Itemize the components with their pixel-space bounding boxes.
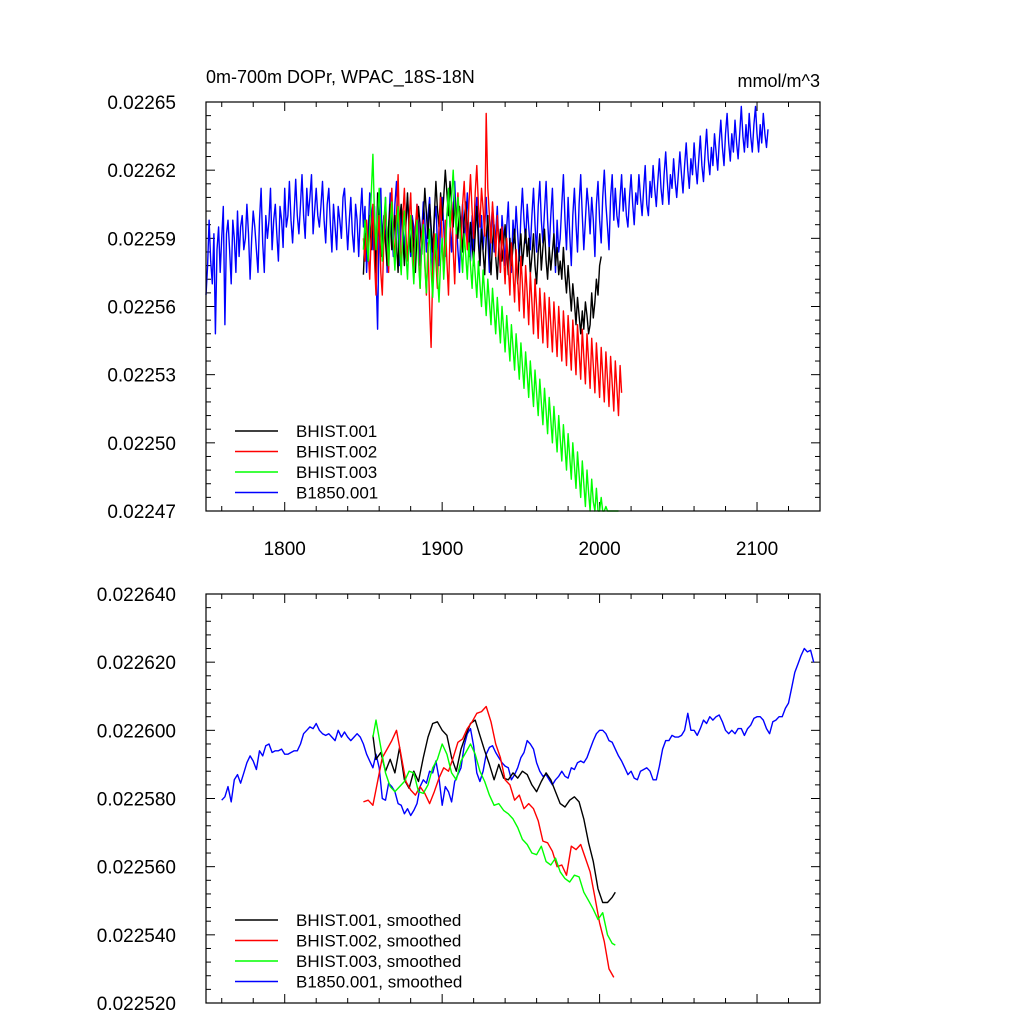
y-tick-label: 0.02262 xyxy=(107,161,176,182)
series-line-bhist-001-smoothed xyxy=(372,719,616,904)
series-line-bhist-003 xyxy=(362,153,619,512)
legend-label-bhist-001: BHIST.001 xyxy=(296,422,377,441)
legend-label-bhist-003-smoothed: BHIST.003, smoothed xyxy=(296,952,461,971)
series-line-bhist-003-smoothed xyxy=(372,719,616,946)
bottom-plot-area xyxy=(221,647,815,978)
top-panel: 0m-700m DOPr, WPAC_18S-18N mmol/m^3 1800… xyxy=(107,67,821,560)
legend-label-bhist-003: BHIST.003 xyxy=(296,463,377,482)
y-tick-label: 0.022520 xyxy=(97,994,176,1015)
y-tick-label: 0.022560 xyxy=(97,858,176,879)
bottom-tick-labels: 0.022640 0.022620 0.022600 0.022580 0.022560… xyxy=(97,585,176,1015)
y-tick-label: 0.02265 xyxy=(107,93,176,114)
bottom-plot-frame xyxy=(205,593,821,1004)
top-tick-labels: 1800 1900 2000 2100 0.02265 0.02262 0.02259 0.0… xyxy=(107,93,778,560)
legend-label-bhist-002: BHIST.002 xyxy=(296,443,377,462)
legend-label-b1850-001: B1850.001 xyxy=(296,484,378,503)
series-line-bhist-002-smoothed xyxy=(363,705,615,978)
legend-label-b1850-001-smoothed: B1850.001, smoothed xyxy=(296,973,462,992)
y-tick-label: 0.02253 xyxy=(107,366,176,387)
x-tick-label: 1900 xyxy=(421,539,463,560)
y-tick-label: 0.022600 xyxy=(97,721,176,742)
bottom-axis-ticks xyxy=(206,593,821,1004)
series-line-bhist-002 xyxy=(362,112,623,417)
y-tick-label: 0.022540 xyxy=(97,926,176,947)
x-tick-label: 2100 xyxy=(736,539,778,560)
series-line-b1850-001-smoothed xyxy=(221,647,815,817)
y-tick-label: 0.02250 xyxy=(107,434,176,455)
legend-label-bhist-001-smoothed: BHIST.001, smoothed xyxy=(296,911,461,930)
x-tick-label: 1800 xyxy=(264,539,306,560)
y-tick-label: 0.022620 xyxy=(97,653,176,674)
y-tick-label: 0.022580 xyxy=(97,790,176,811)
top-axis-ticks xyxy=(206,101,821,512)
x-tick-label: 2000 xyxy=(578,539,620,560)
y-tick-label: 0.022640 xyxy=(97,585,176,606)
y-tick-label: 0.02247 xyxy=(107,502,176,523)
bottom-legend: BHIST.001, smoothed BHIST.002, smoothedBH… xyxy=(235,911,462,992)
legend-label-bhist-002-smoothed: BHIST.002, smoothed xyxy=(296,932,461,951)
y-tick-label: 0.02256 xyxy=(107,298,176,319)
units-label: mmol/m^3 xyxy=(738,71,820,91)
chart-title: 0m-700m DOPr, WPAC_18S-18N xyxy=(206,67,475,88)
bottom-panel: 0.022640 0.022620 0.022600 0.022580 0.022560… xyxy=(97,585,821,1015)
y-tick-label: 0.02259 xyxy=(107,229,176,250)
top-plot-frame xyxy=(205,101,821,512)
top-plot-area xyxy=(205,105,769,512)
